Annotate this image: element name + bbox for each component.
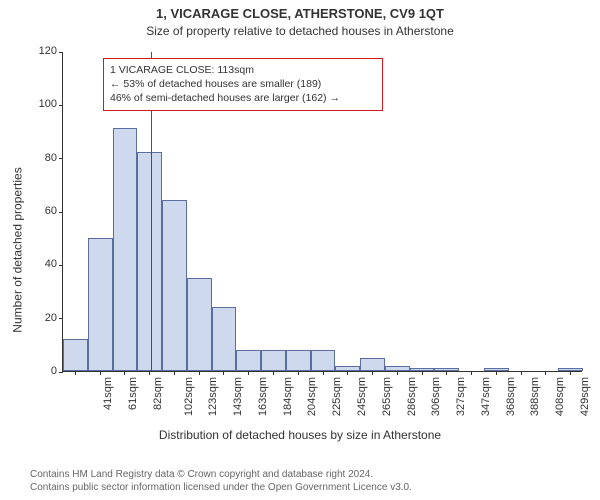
histogram-bar xyxy=(212,307,237,371)
x-tick-mark xyxy=(347,371,348,375)
annotation-box: 1 VICARAGE CLOSE: 113sqm← 53% of detache… xyxy=(103,58,383,111)
x-tick-label: 61sqm xyxy=(127,377,139,410)
x-tick-mark xyxy=(397,371,398,375)
x-tick-mark xyxy=(199,371,200,375)
credits-line-2: Contains public sector information licen… xyxy=(30,481,412,494)
annotation-line: 46% of semi-detached houses are larger (… xyxy=(110,91,376,105)
x-tick-label: 245sqm xyxy=(356,377,368,416)
histogram-bar xyxy=(88,238,113,371)
chart-title: 1, VICARAGE CLOSE, ATHERSTONE, CV9 1QT xyxy=(0,6,600,21)
y-tick-label: 20 xyxy=(45,312,57,324)
histogram-bar xyxy=(236,350,261,371)
x-tick-label: 306sqm xyxy=(430,377,442,416)
x-tick-mark xyxy=(223,371,224,375)
histogram-bar xyxy=(360,358,385,371)
y-tick-mark xyxy=(59,158,63,159)
x-tick-mark xyxy=(298,371,299,375)
x-tick-mark xyxy=(570,371,571,375)
x-tick-label: 368sqm xyxy=(505,377,517,416)
credits-line-1: Contains HM Land Registry data © Crown c… xyxy=(30,468,412,481)
y-tick-label: 80 xyxy=(45,152,57,164)
histogram-bar xyxy=(286,350,311,371)
y-tick-label: 40 xyxy=(45,258,57,270)
x-tick-mark xyxy=(323,371,324,375)
x-tick-label: 388sqm xyxy=(529,377,541,416)
x-tick-label: 327sqm xyxy=(455,377,467,416)
annotation-line: ← 53% of detached houses are smaller (18… xyxy=(110,77,376,91)
x-tick-mark xyxy=(471,371,472,375)
x-tick-label: 347sqm xyxy=(480,377,492,416)
x-tick-mark xyxy=(75,371,76,375)
x-tick-label: 204sqm xyxy=(307,377,319,416)
y-tick-mark xyxy=(59,105,63,106)
histogram-bar xyxy=(113,128,138,371)
annotation-line: 1 VICARAGE CLOSE: 113sqm xyxy=(110,63,376,77)
x-tick-mark xyxy=(248,371,249,375)
histogram-bar xyxy=(137,152,162,371)
y-tick-mark xyxy=(59,372,63,373)
y-tick-mark xyxy=(59,212,63,213)
y-tick-label: 60 xyxy=(45,205,57,217)
y-axis-label: Number of detached properties xyxy=(10,0,26,500)
chart-subtitle: Size of property relative to detached ho… xyxy=(0,24,600,38)
x-tick-mark xyxy=(496,371,497,375)
x-tick-mark xyxy=(521,371,522,375)
x-tick-mark xyxy=(372,371,373,375)
x-tick-label: 408sqm xyxy=(554,377,566,416)
x-tick-label: 184sqm xyxy=(282,377,294,416)
y-axis-label-text: Number of detached properties xyxy=(11,167,25,332)
x-tick-mark xyxy=(446,371,447,375)
y-tick-label: 120 xyxy=(39,45,57,57)
x-axis-label: Distribution of detached houses by size … xyxy=(0,428,600,442)
x-tick-label: 41sqm xyxy=(102,377,114,410)
x-tick-label: 82sqm xyxy=(152,377,164,410)
x-tick-label: 163sqm xyxy=(257,377,269,416)
credits: Contains HM Land Registry data © Crown c… xyxy=(30,468,412,494)
x-tick-label: 429sqm xyxy=(579,377,591,416)
chart-container: 1, VICARAGE CLOSE, ATHERSTONE, CV9 1QT S… xyxy=(0,0,600,500)
y-tick-label: 0 xyxy=(51,365,57,377)
x-tick-mark xyxy=(174,371,175,375)
x-tick-label: 286sqm xyxy=(406,377,418,416)
histogram-bar xyxy=(162,200,187,371)
x-tick-label: 102sqm xyxy=(183,377,195,416)
y-tick-label: 100 xyxy=(39,98,57,110)
x-tick-mark xyxy=(273,371,274,375)
x-tick-label: 265sqm xyxy=(381,377,393,416)
histogram-bar xyxy=(187,278,212,371)
histogram-bar xyxy=(63,339,88,371)
x-tick-mark xyxy=(149,371,150,375)
x-tick-mark xyxy=(545,371,546,375)
y-tick-mark xyxy=(59,52,63,53)
y-tick-mark xyxy=(59,265,63,266)
x-tick-label: 123sqm xyxy=(208,377,220,416)
x-tick-label: 225sqm xyxy=(331,377,343,416)
x-tick-label: 143sqm xyxy=(232,377,244,416)
histogram-bar xyxy=(311,350,336,371)
x-tick-mark xyxy=(422,371,423,375)
plot-area: 02040608010012041sqm61sqm82sqm102sqm123s… xyxy=(62,52,582,372)
x-tick-mark xyxy=(100,371,101,375)
histogram-bar xyxy=(261,350,286,371)
x-tick-mark xyxy=(124,371,125,375)
y-tick-mark xyxy=(59,318,63,319)
